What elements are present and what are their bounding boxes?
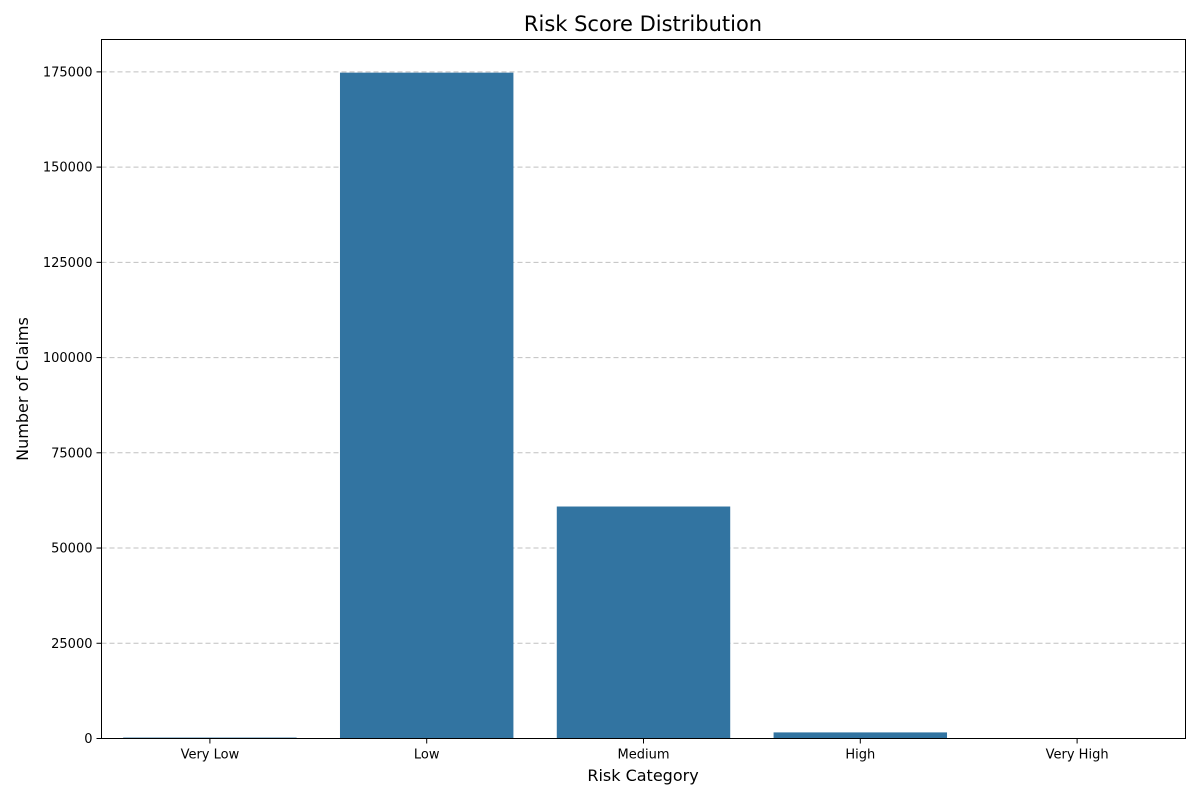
x-tick-label: High: [845, 748, 875, 763]
y-tick-label: 0: [84, 732, 92, 747]
y-tick-label: 50000: [51, 542, 92, 557]
x-tick-label: Medium: [618, 748, 670, 763]
x-tick-label: Very Low: [181, 748, 240, 763]
y-axis-label: Number of Claims: [13, 317, 32, 461]
bar-low: [340, 73, 513, 739]
bar-high: [774, 732, 947, 738]
y-axis-ticks: 0 25000 50000 75000 100000 125000 150000 175000: [43, 65, 102, 747]
y-tick-label: 175000: [43, 65, 93, 80]
y-tick-label: 150000: [43, 161, 93, 176]
x-axis-label: Risk Category: [587, 766, 698, 785]
x-tick-label: Low: [414, 748, 440, 763]
y-tick-label: 75000: [51, 446, 92, 461]
y-tick-label: 100000: [43, 351, 93, 366]
x-tick-label: Very High: [1046, 748, 1109, 763]
y-tick-label: 125000: [43, 256, 93, 271]
y-tick-label: 25000: [51, 637, 92, 652]
bars: [123, 73, 1164, 739]
x-axis-ticks: Very Low Low Medium High Very High: [181, 739, 1109, 763]
bar-medium: [557, 507, 730, 739]
chart-title: Risk Score Distribution: [524, 12, 762, 36]
